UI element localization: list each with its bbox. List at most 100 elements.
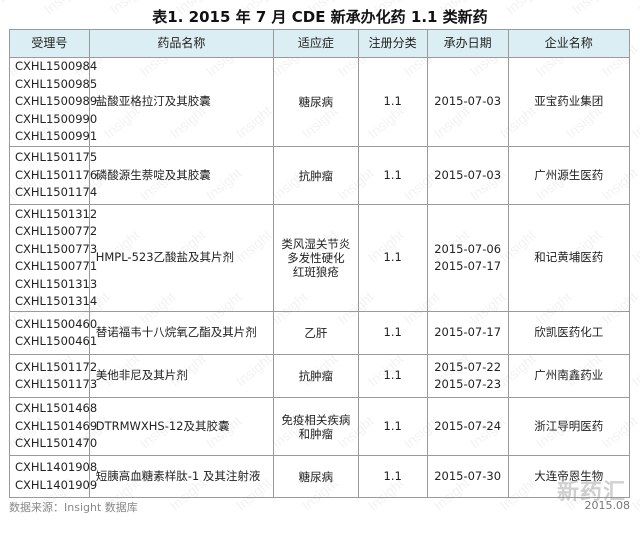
drug-name: 替诺福韦十八烷氧乙酯及其片剂 (95, 325, 257, 340)
indication: 免疫相关疾病 (281, 412, 351, 427)
date: 2015-07-30 (434, 468, 502, 483)
table-row: CXHL1501468 CXHL1501469 CXHL1501470 DTRMWXH… (9, 397, 631, 456)
drug-name: DTRMWXHS-12及其胶囊 (95, 418, 230, 433)
drug-name: 美他非尼及其片剂 (95, 368, 188, 383)
indication: 多发性硬化 (287, 251, 345, 265)
acceptance-id: CXHL1500985 (15, 76, 98, 91)
company-cell: 亚宝药业集团 (507, 57, 631, 147)
drug-name-cell: 磷酸源生萘啶及其胶囊 (88, 146, 275, 205)
indication-cell: 乙肝 (273, 311, 359, 355)
indication-cell: 糖尿病 (273, 57, 359, 147)
header-id: 受理号 (9, 29, 90, 58)
class: 1.1 (383, 325, 402, 340)
table-row: CXHL1401908 CXHL1401909 短胰高血糖素样肽-1 及其注射液 糖尿… (9, 455, 631, 498)
date: 2015-07-17 (434, 259, 502, 273)
drug-table: 受理号 药品名称 适应症 注册分类 承办日期 企业名称 CXHL1500984 C… (9, 29, 631, 498)
acceptance-id: CXHL1501469 (15, 418, 98, 433)
class-cell: 1.1 (357, 311, 428, 355)
drug-name: HMPL-523乙酸盐及其片剂 (95, 250, 235, 265)
header-row: 受理号 药品名称 适应症 注册分类 承办日期 企业名称 (9, 29, 631, 58)
date: 2015-07-24 (434, 418, 502, 433)
company: 和记黄埔医药 (534, 250, 604, 265)
date-cell: 2015-07-30 (426, 455, 509, 498)
indication-cell: 类风湿关节炎 多发性硬化 红斑狼疮 (273, 204, 359, 312)
acceptance-id: CXHL1500991 (15, 129, 98, 144)
indication: 和肿瘤 (298, 426, 334, 441)
drug-name-cell: 美他非尼及其片剂 (88, 354, 275, 398)
date-cell: 2015-07-17 (426, 311, 509, 355)
company-cell: 和记黄埔医药 (507, 204, 631, 312)
data-source: 数据来源：Insight 数据库 (9, 501, 138, 514)
report-date: 2015.08 (584, 499, 631, 512)
acceptance-id: CXHL1401908 (15, 460, 98, 474)
class-cell: 1.1 (357, 397, 428, 456)
date: 2015-07-06 (434, 241, 502, 256)
acceptance-id: CXHL1501314 (15, 294, 98, 308)
watermark-text: Insight (628, 474, 640, 514)
class-cell: 1.1 (357, 146, 428, 205)
table-row: CXHL1501172 CXHL1501173 美他非尼及其片剂 抗肿瘤 1.1 2015… (9, 354, 631, 398)
drug-name: 磷酸源生萘啶及其胶囊 (95, 167, 211, 182)
drug-name-cell: 替诺福韦十八烷氧乙酯及其片剂 (88, 311, 275, 355)
date-cell: 2015-07-06 2015-07-17 (426, 204, 509, 312)
header-indication: 适应症 (273, 29, 359, 58)
acceptance-id: CXHL1500773 (15, 241, 98, 256)
drug-name: 短胰高血糖素样肽-1 及其注射液 (95, 468, 261, 483)
indication: 糖尿病 (298, 469, 334, 484)
company: 浙江导明医药 (534, 418, 604, 433)
acceptance-id: CXHL1500772 (15, 224, 98, 238)
indication: 抗肿瘤 (298, 369, 334, 383)
company-cell: 浙江导明医药 (507, 397, 631, 456)
acceptance-id: CXHL1501172 (15, 359, 98, 374)
date-cell: 2015-07-24 (426, 397, 509, 456)
indication-cell: 抗肿瘤 (273, 354, 359, 398)
company-cell: 大连帝恩生物 (507, 455, 631, 498)
table-row: CXHL1501312 CXHL1500772 CXHL1500773 CXHL150… (9, 204, 631, 312)
watermark-text: Insight (628, 102, 640, 142)
class-cell: 1.1 (357, 57, 428, 147)
table-title: 表1. 2015 年 7 月 CDE 新承办化药 1.1 类新药 (152, 8, 488, 26)
table-row: CXHL1500460 CXHL1500461 替诺福韦十八烷氧乙酯及其片剂 乙肝 1.… (9, 311, 631, 355)
drug-name-cell: HMPL-523乙酸盐及其片剂 (88, 204, 275, 312)
company: 广州源生医药 (534, 167, 604, 182)
acceptance-id: CXHL1501175 (15, 150, 98, 165)
date-cell: 2015-07-03 (426, 146, 509, 205)
indication: 糖尿病 (298, 95, 334, 109)
class: 1.1 (383, 468, 402, 483)
acceptance-id: CXHL1500771 (15, 259, 98, 273)
acceptance-id: CXHL1500989 (15, 94, 98, 109)
company: 亚宝药业集团 (534, 94, 604, 109)
date: 2015-07-23 (434, 377, 502, 391)
class: 1.1 (383, 418, 402, 433)
id-cell: CXHL1501175 CXHL1501176 CXHL1501174 (9, 146, 98, 205)
acceptance-id: CXHL1500460 (15, 316, 98, 331)
class-cell: 1.1 (357, 204, 428, 312)
drug-name-cell: DTRMWXHS-12及其胶囊 (88, 397, 275, 456)
header-company: 企业名称 (507, 29, 631, 58)
company: 广州南鑫药业 (534, 368, 604, 383)
acceptance-id: CXHL1501468 (15, 401, 98, 416)
acceptance-id: CXHL1501313 (15, 276, 98, 291)
company-cell: 欣凯医药化工 (507, 311, 631, 355)
indication-cell: 免疫相关疾病 和肿瘤 (273, 397, 359, 456)
indication-cell: 抗肿瘤 (273, 146, 359, 205)
date: 2015-07-17 (434, 325, 502, 340)
header-class: 注册分类 (357, 29, 428, 58)
acceptance-id: CXHL1501176 (15, 167, 98, 182)
id-cell: CXHL1500460 CXHL1500461 (9, 311, 98, 355)
indication: 类风湿关节炎 (281, 237, 351, 251)
table-row: CXHL1501175 CXHL1501176 CXHL1501174 磷酸源生萘啶及… (9, 146, 631, 205)
drug-name-cell: 短胰高血糖素样肽-1 及其注射液 (88, 455, 275, 498)
header-drug-name: 药品名称 (88, 29, 275, 58)
date-cell: 2015-07-03 (426, 57, 509, 147)
id-cell: CXHL1500984 CXHL1500985 CXHL1500989 CXHL150… (9, 57, 98, 147)
table-row: CXHL1500984 CXHL1500985 CXHL1500989 CXHL150… (9, 57, 631, 147)
date: 2015-07-03 (434, 94, 502, 109)
class-cell: 1.1 (357, 455, 428, 498)
id-cell: CXHL1401908 CXHL1401909 (9, 455, 98, 498)
company-cell: 广州源生医药 (507, 146, 631, 205)
class: 1.1 (383, 250, 402, 265)
acceptance-id: CXHL1500990 (15, 111, 98, 126)
acceptance-id: CXHL1501173 (15, 377, 98, 391)
acceptance-id: CXHL1501174 (15, 185, 98, 200)
